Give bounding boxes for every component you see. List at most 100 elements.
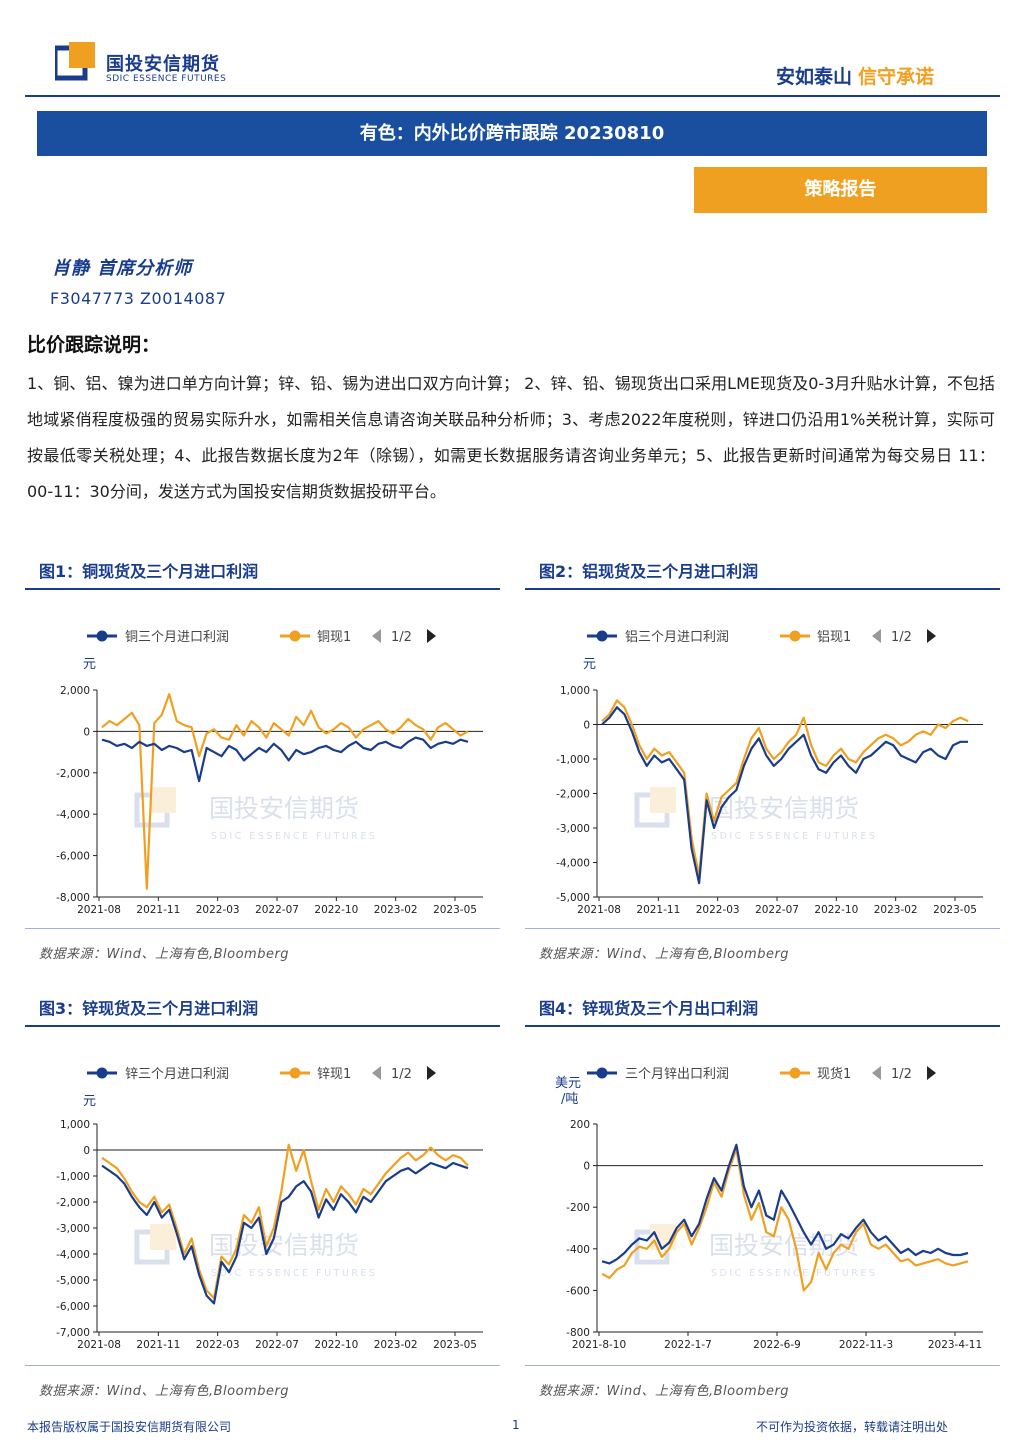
chart-2-legend-prev-icon[interactable] [872,629,881,643]
chart-4-x-tick-label: 2022-6-9 [753,1339,801,1351]
chart-1-x-tick-label: 2022-03 [196,904,240,916]
chart-2-legend-pager: 1/2 [891,630,912,645]
chart-3-legend-prev-icon[interactable] [372,1066,381,1080]
chart-4-bottom-rule [525,1365,1000,1366]
chart-2-watermark-cn: 国投安信期货 [709,794,859,823]
chart-4-x-tick-label: 2022-11-3 [839,1339,893,1351]
chart-3-x-tick-label: 2021-11 [136,1339,180,1351]
chart-1-y-tick-label: 0 [83,726,90,738]
chart-1-legend-marker-1 [96,630,108,642]
chart-3: 锌三个月进口利润 锌现1 1/2 元 1,000 0 -1,000 -2,000 -3,000 -… [56,1066,483,1351]
chart-2-bottom-rule [525,928,1000,929]
chart-1-legend-next-icon[interactable] [427,629,436,643]
chart-3-title-rule [25,1025,500,1027]
chart-1-watermark: 国投安信期货 SDIC ESSENCE FUTURES [134,787,377,842]
chart-2-legend-marker-1 [596,630,608,642]
chart-2: 铝三个月进口利润 铝现1 1/2 元 1,000 0 -1,000 -2,000 -3,000 -… [556,629,983,916]
chart-3-watermark-icon [134,1229,170,1265]
notes-body: 1、铜、铝、镍为进口单方向计算；锌、铅、锡为进出口双方向计算； 2、锌、铅、锡现… [27,374,995,501]
chart-2-y-tick-label: -2,000 [556,789,590,801]
chart-1-y-tick-label: -6,000 [56,851,90,863]
chart-1-legend-prev-icon[interactable] [372,629,381,643]
chart-3-unit-label: 元 [83,1094,96,1109]
chart-4-series-2-line [601,1147,969,1292]
chart-2-x-tick-label: 2022-03 [696,904,740,916]
chart-3-legend-next-icon[interactable] [427,1066,436,1080]
chart-2-legend-next-icon[interactable] [927,629,936,643]
chart-1-x-tick-label: 2022-07 [255,904,299,916]
chart-1-y-tick-label: -4,000 [56,809,90,821]
chart-3-watermark-icon-accent [150,1224,176,1250]
chart-2-watermark-en: SDIC ESSENCE FUTURES [711,831,877,842]
chart-2-y-tick-label: 1,000 [560,685,590,697]
chart-3-watermark-cn: 国投安信期货 [209,1231,359,1260]
chart-1-watermark-cn: 国投安信期货 [209,794,359,823]
footer-disclaimer: 不可作为投资依据，转载请注明出处 [756,1420,949,1434]
chart-3-y-tick-label: 1,000 [60,1119,90,1131]
report-type-badge: 策略报告 [694,167,987,213]
chart-1-legend-label-1: 铜三个月进口利润 [125,630,229,645]
chart-2-x-tick-label: 2021-11 [636,904,680,916]
chart-1-legend-pager: 1/2 [391,630,412,645]
chart-2-unit-label: 元 [583,657,596,672]
chart-1-unit-label: 元 [83,657,96,672]
chart-2-y-tick-label: -1,000 [556,754,590,766]
notes-heading: 比价跟踪说明： [27,334,161,356]
chart-2-legend: 铝三个月进口利润 铝现1 1/2 [587,629,936,645]
chart-3-x-tick-label: 2023-02 [374,1339,418,1351]
chart-4-x-tick-label: 2022-1-7 [664,1339,712,1351]
chart-4-y-tick-label: -200 [566,1202,590,1214]
chart-1-bottom-rule [25,928,500,929]
chart-3-title: 图3：锌现货及三个月进口利润 [39,999,259,1018]
chart-1-x-tick-label: 2021-11 [136,904,180,916]
chart-2-x-tick-label: 2023-02 [874,904,918,916]
chart-4-legend-next-icon[interactable] [927,1066,936,1080]
chart-4-legend-prev-icon[interactable] [872,1066,881,1080]
chart-1-title: 图1：铜现货及三个月进口利润 [39,562,259,581]
chart-1-legend-marker-2 [289,630,301,642]
chart-2-legend-label-1: 铝三个月进口利润 [625,630,729,645]
chart-1-watermark-en: SDIC ESSENCE FUTURES [211,831,377,842]
chart-3-y-tick-label: -3,000 [56,1223,90,1235]
chart-4-legend-pager: 1/2 [891,1067,912,1082]
chart-2-series-1-line [601,706,968,885]
chart-3-legend-label-2: 锌现1 [317,1067,351,1082]
chart-3-y-tick-label: -2,000 [56,1197,90,1209]
chart-2-title-rule [525,588,1000,590]
chart-2-title: 图2：铝现货及三个月进口利润 [539,562,759,581]
chart-1-x-tick-label: 2023-02 [374,904,418,916]
chart-3-y-tick-label: -4,000 [56,1249,90,1261]
chart-4-y-tick-label: 200 [570,1119,590,1131]
chart-4-legend-label-2: 现货1 [817,1066,851,1082]
chart-4-source: 数据来源：Wind、上海有色,Bloomberg [539,1384,790,1399]
chart-3-y-tick-label: -5,000 [56,1275,90,1287]
chart-3-x-tick-label: 2021-08 [77,1339,121,1351]
chart-4: 三个月锌出口利润 现货1 1/2美元/吨2000-200-400-600-80020… [555,1066,983,1351]
chart-1-x-tick-label: 2023-05 [433,904,477,916]
chart-4-unit-label: 美元/吨 [555,1076,581,1107]
chart-1-y-tick-label: -2,000 [56,768,90,780]
chart-4-watermark-cn: 国投安信期货 [709,1231,859,1260]
chart-1-watermark-icon-accent [150,787,176,813]
analyst-name: 肖静 首席分析师 [52,258,193,279]
chart-2-x-tick-label: 2023-05 [933,904,977,916]
chart-4-watermark-en: SDIC ESSENCE FUTURES [711,1268,877,1279]
chart-2-y-tick-label: -3,000 [556,823,590,835]
chart-4-title: 图4：锌现货及三个月出口利润 [539,999,759,1018]
chart-3-x-tick-label: 2023-05 [433,1339,477,1351]
chart-1-legend-label-2: 铜现1 [317,630,351,645]
chart-3-x-tick-label: 2022-03 [196,1339,240,1351]
company-logo-icon [55,42,95,81]
chart-1-x-tick-label: 2022-10 [314,904,358,916]
chart-2-x-tick-label: 2021-08 [577,904,621,916]
chart-1-series-1-line [101,736,469,783]
chart-4-y-tick-label: -600 [566,1285,590,1297]
chart-1-series-2-line [101,693,469,890]
analyst-certificates: F3047773 Z0014087 [50,289,227,308]
chart-2-y-tick-label: 0 [583,720,590,732]
chart-4-watermark-icon [634,1229,670,1265]
chart-3-legend-pager: 1/2 [391,1067,412,1082]
chart-3-watermark-en: SDIC ESSENCE FUTURES [211,1268,377,1279]
chart-2-source: 数据来源：Wind、上海有色,Bloomberg [539,947,790,962]
chart-4-legend-marker-2 [789,1067,801,1079]
